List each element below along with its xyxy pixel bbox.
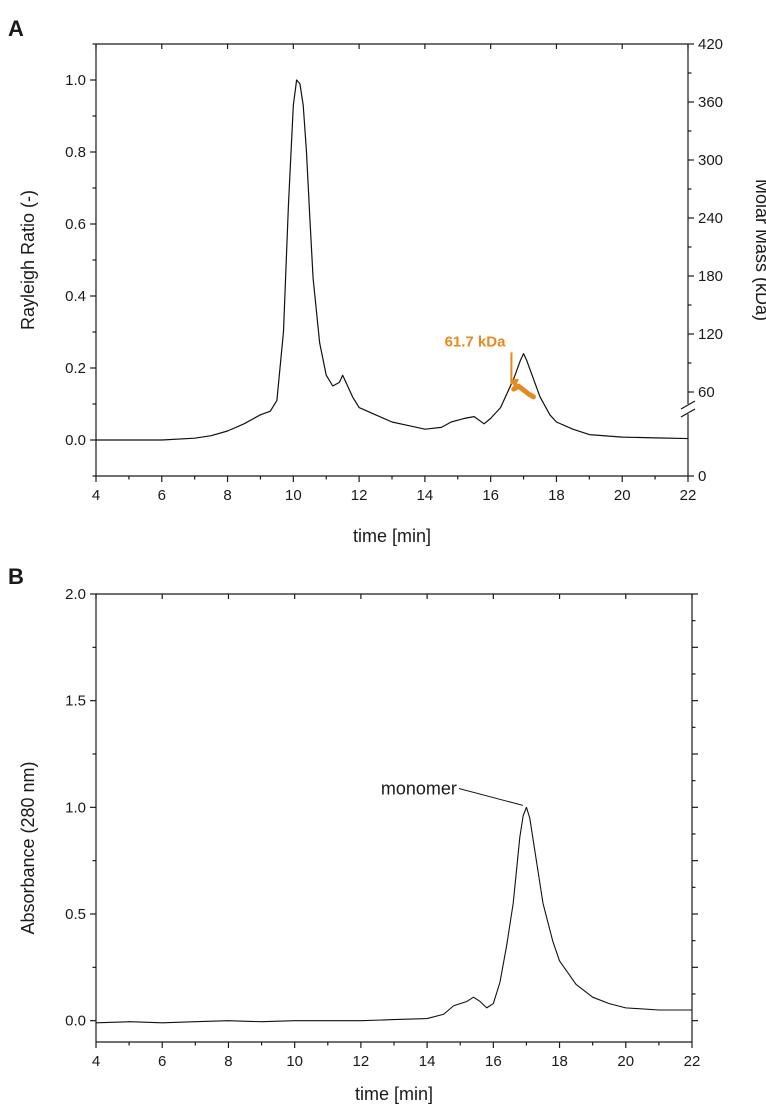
a-y-tick-label: 0.8 (65, 144, 86, 161)
a-x-tick-label: 12 (351, 487, 368, 504)
panel-b: B 4 6 8 10 12 14 16 18 20 22 0.0 0.5 1.0 1.5 2.0 monom… (8, 564, 700, 1104)
a-y-tick-label: 0.2 (65, 360, 86, 377)
b-x-tick-label: 8 (224, 1053, 232, 1070)
a-rayleigh-trace (96, 79, 689, 441)
b-x-tick-label: 6 (158, 1053, 166, 1070)
a-molar-mass-trace (511, 383, 536, 400)
a-y2-tick-label: 60 (698, 384, 715, 401)
panel-a-letter: A (8, 16, 24, 41)
b-y-tick-label: 1.0 (65, 799, 86, 816)
a-x-tick-label: 4 (92, 487, 100, 504)
a-annotation-arrow-head (509, 378, 519, 389)
a-y2-tick-label: 360 (698, 94, 723, 111)
b-x-tick-label: 14 (419, 1053, 436, 1070)
a-y-tick-label: 0.4 (65, 288, 86, 305)
panel-b-axes (95, 593, 693, 1043)
panel-a-axes (95, 43, 696, 477)
a-y2-tick-label: 120 (698, 326, 723, 343)
a-x-tick-label: 22 (680, 487, 697, 504)
a-x-tick-label: 14 (417, 487, 434, 504)
a-x-tick-label: 10 (285, 487, 302, 504)
b-y-tick-label: 0.0 (65, 1013, 86, 1030)
panel-b-ticks: 4 6 8 10 12 14 16 18 20 22 0.0 0.5 1.0 1.5 2.0 (65, 586, 700, 1070)
b-x-tick-label: 20 (617, 1053, 634, 1070)
b-annotation-label: monomer (381, 779, 457, 799)
b-x-tick-label: 4 (92, 1053, 100, 1070)
a-y2-tick-label: 240 (698, 210, 723, 227)
panel-b-annotations: monomer (381, 779, 523, 806)
a-y-tick-label: 0.6 (65, 216, 86, 233)
panel-a-y-axis-title: Rayleigh Ratio (-) (18, 190, 38, 330)
a-axis-break-mark-1 (680, 400, 696, 410)
panel-b-y-axis-title: Absorbance (280 nm) (18, 761, 38, 934)
panel-a-x-axis-title: time [min] (353, 526, 431, 546)
a-x-tick-label: 6 (158, 487, 166, 504)
a-annotation-label: 61.7 kDa (445, 333, 507, 350)
b-annotation-leader (458, 788, 523, 806)
b-x-tick-label: 22 (684, 1053, 701, 1070)
panel-a-traces (96, 79, 689, 441)
panel-b-letter: B (8, 564, 24, 589)
a-y-tick-label: 0.0 (65, 432, 86, 449)
a-x-tick-label: 8 (223, 487, 231, 504)
panel-b-traces (95, 806, 692, 1024)
a-x-tick-label: 18 (548, 487, 565, 504)
b-y-tick-label: 2.0 (65, 586, 86, 603)
a-x-tick-label: 20 (614, 487, 631, 504)
a-y2-tick-label: 180 (698, 268, 723, 285)
b-y-tick-label: 1.5 (65, 693, 86, 710)
b-x-tick-label: 12 (353, 1053, 370, 1070)
panel-b-x-axis-title: time [min] (355, 1084, 433, 1104)
panel-a-ticks: 4 6 8 10 12 14 16 18 20 22 0.0 0.2 0.4 0.6 0.8 1.0 0 60 12… (65, 36, 723, 504)
panel-a: A 4 6 8 10 12 14 16 18 20 22 0.0 0.2 0.4 0.6 0.8 1.0 0 60… (8, 16, 766, 546)
a-axis-break-mark-2 (680, 408, 696, 418)
b-y-tick-label: 0.5 (65, 906, 86, 923)
a-x-tick-label: 16 (482, 487, 499, 504)
b-x-tick-label: 18 (551, 1053, 568, 1070)
a-y2-tick-label: 0 (698, 468, 706, 485)
a-y2-tick-label: 420 (698, 36, 723, 53)
b-x-tick-label: 10 (286, 1053, 303, 1070)
a-y-tick-label: 1.0 (65, 72, 86, 89)
a-y2-tick-label: 300 (698, 152, 723, 169)
panel-a-y2-axis-title: Molar Mass (kDa) (752, 179, 766, 321)
b-absorbance-trace (95, 806, 692, 1024)
b-x-tick-label: 16 (485, 1053, 502, 1070)
panel-a-annotations: 61.7 kDa (445, 333, 519, 389)
